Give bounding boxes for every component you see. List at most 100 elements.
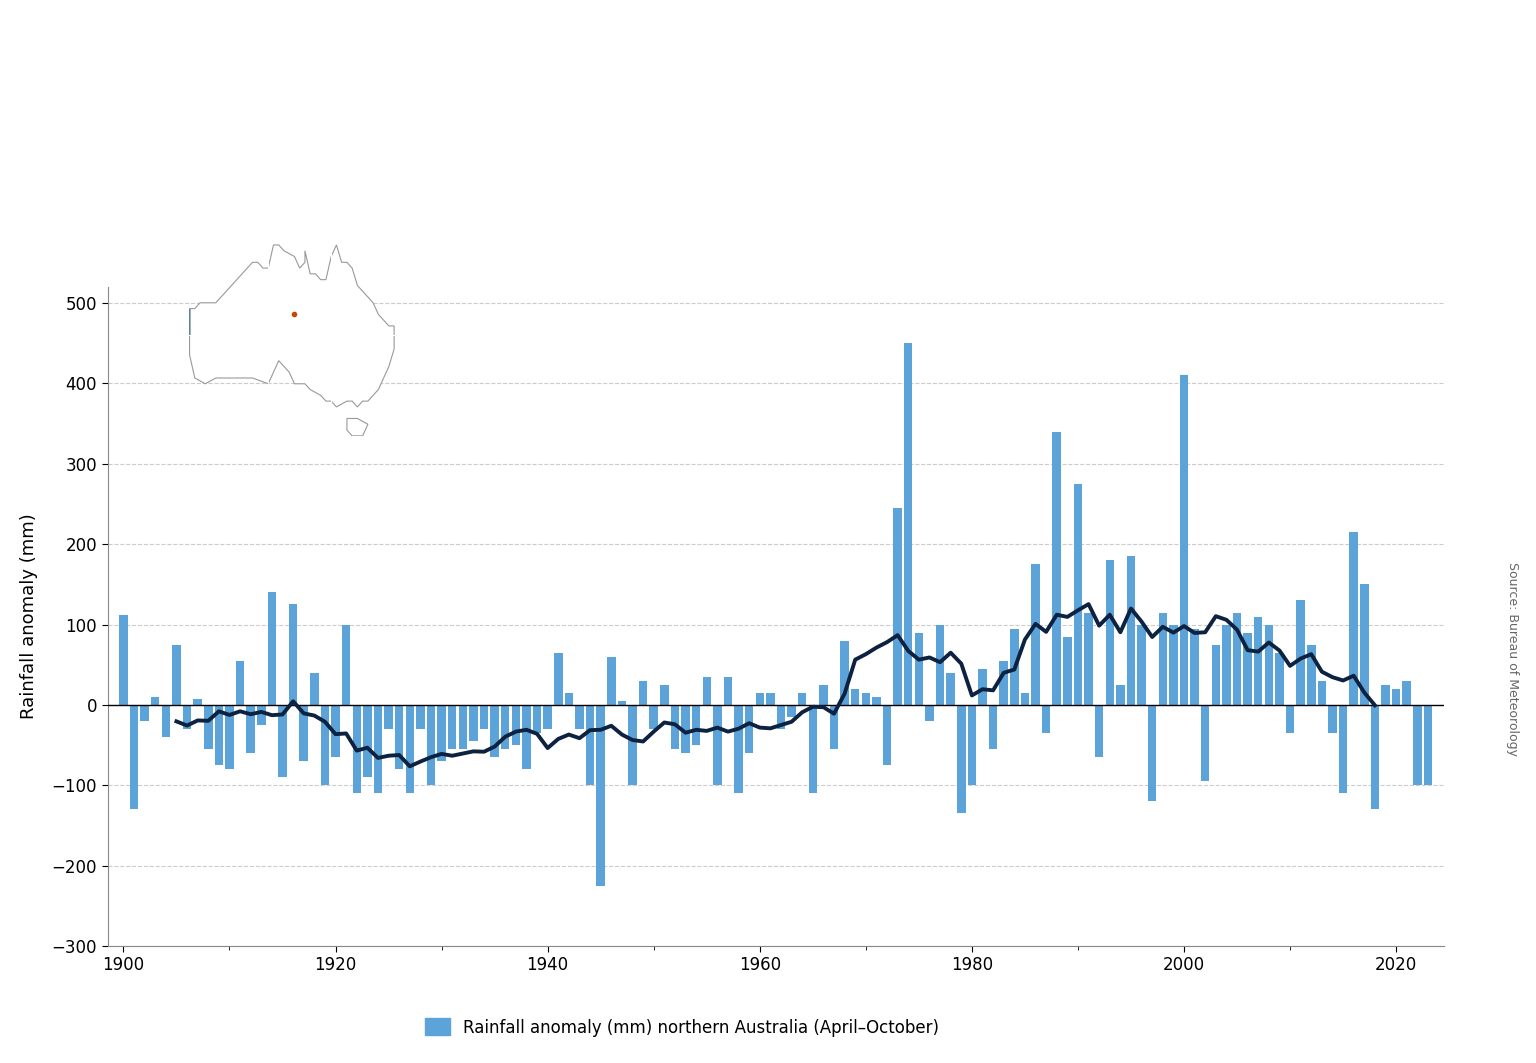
Bar [544,705,551,729]
Bar [215,705,223,765]
Bar [1190,628,1198,705]
Bar [1370,705,1379,809]
Bar [479,705,488,729]
Bar [1424,705,1432,786]
Bar [1359,585,1369,705]
Bar [1275,653,1284,705]
Bar [905,343,912,705]
Bar [183,705,192,729]
Bar [1413,705,1422,786]
Text: Rainfall during the northern wet season varies from year to year.
Wetter than av: Rainfall during the northern wet season … [218,147,923,193]
Bar [1169,625,1178,705]
Bar [362,705,372,777]
Bar [935,625,945,705]
Bar [120,614,127,705]
Bar [1127,556,1135,705]
Bar [468,705,478,741]
Legend: Rainfall anomaly (mm) northern Australia (April–October): Rainfall anomaly (mm) northern Australia… [418,1012,946,1043]
Bar [1296,601,1306,705]
Bar [438,705,445,761]
Bar [237,661,244,705]
Bar [151,697,160,705]
Bar [650,705,657,729]
Bar [406,705,415,793]
Bar [799,693,806,705]
Bar [267,592,276,705]
Bar [851,689,860,705]
Bar [1392,689,1401,705]
Bar [1318,680,1326,705]
Bar [1031,564,1040,705]
Bar [883,705,891,765]
Bar [373,705,382,793]
Bar [161,705,170,737]
Bar [343,625,350,705]
Bar [723,677,733,705]
Bar [1307,644,1315,705]
Bar [702,677,711,705]
Bar [788,705,796,718]
Bar [1381,685,1390,705]
Bar [1243,632,1252,705]
Bar [1158,612,1167,705]
Bar [1095,705,1103,757]
Bar [131,705,138,809]
Bar [490,705,499,757]
Bar [671,705,679,749]
Bar [1020,693,1029,705]
Bar [1052,432,1061,705]
Bar [862,693,869,705]
Bar [1147,705,1157,802]
Bar [808,705,817,793]
Bar [1074,484,1083,705]
Bar [172,644,181,705]
Bar [1329,705,1336,733]
Bar [968,705,975,786]
Bar [226,705,233,770]
Text: Source: Bureau of Meteorology: Source: Bureau of Meteorology [1507,562,1519,756]
Bar [585,705,594,786]
Bar [766,693,774,705]
Bar [1201,705,1209,781]
Bar [914,632,923,705]
Bar [989,705,997,749]
Bar [925,705,934,721]
Bar [1402,680,1412,705]
Bar [894,508,902,705]
Bar [777,705,785,729]
Bar [1000,661,1008,705]
Bar [682,705,690,754]
Bar [246,705,255,754]
Bar [204,705,212,749]
Bar [384,705,393,729]
Bar [1137,625,1146,705]
Bar [1253,617,1263,705]
Bar [1264,625,1273,705]
Bar [300,705,307,761]
Bar [395,705,404,770]
Bar [1233,612,1241,705]
Bar [639,680,647,705]
Bar [1041,705,1051,733]
Bar [745,705,754,754]
Bar [459,705,467,749]
Bar [416,705,424,729]
Bar [1223,625,1230,705]
Bar [1350,533,1358,705]
Bar [449,705,456,749]
Bar [321,705,329,786]
Bar [140,705,149,721]
Bar [289,605,298,705]
Bar [756,693,763,705]
Bar [574,705,584,729]
Bar [1286,705,1295,733]
Bar [819,685,828,705]
Bar [734,705,743,793]
Bar [957,705,966,813]
Bar [617,701,627,705]
Bar [1180,375,1189,705]
Bar [1117,685,1124,705]
Bar [533,705,541,733]
Bar [511,705,521,745]
Bar [332,705,339,757]
